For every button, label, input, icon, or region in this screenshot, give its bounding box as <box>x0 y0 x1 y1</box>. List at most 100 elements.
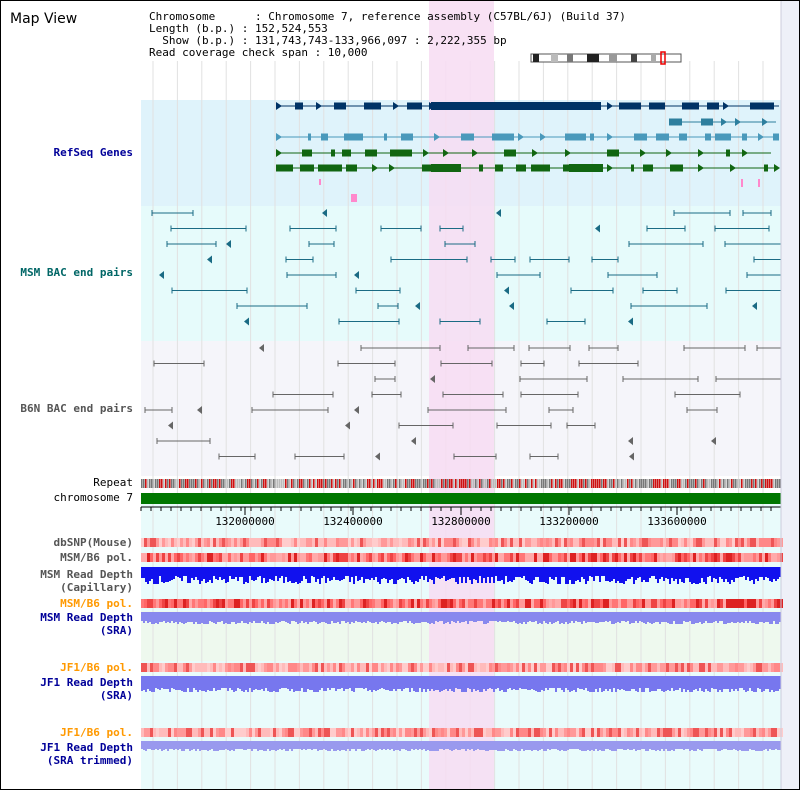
dbsnp-cell <box>336 538 339 547</box>
msm-depth-sra-bar <box>691 612 693 624</box>
msm-depth-sra-bar <box>183 612 185 624</box>
gene-exon <box>334 102 346 110</box>
repeat-block <box>637 479 639 488</box>
dbsnp-cell <box>618 538 621 547</box>
jf1-b6-pol-trimmed-cell <box>264 728 267 737</box>
msm-depth-sra-bar <box>227 612 229 624</box>
jf1-depth-trimmed-bar <box>631 741 633 750</box>
jf1-depth-trimmed-bar <box>629 741 631 750</box>
jf1-depth-sra-bar <box>765 676 767 689</box>
refseq-genes-label[interactable]: RefSeq Genes <box>53 146 133 159</box>
repeat-block <box>267 479 269 488</box>
msm-depth-capillary-bar <box>537 567 539 577</box>
jf1-b6-pol-label[interactable]: JF1/B6 pol. <box>60 661 133 674</box>
jf1-depth-trimmed-bar <box>427 741 429 750</box>
msm-depth-sra-bar <box>713 612 715 622</box>
jf1-depth-sra-bar <box>581 676 583 689</box>
show-range-info: Show (b.p.) : 131,743,743-133,966,097 : … <box>149 34 507 47</box>
msm-depth-sra-bar <box>211 612 213 622</box>
repeat-label[interactable]: Repeat <box>93 476 133 489</box>
jf1-depth-sra-bar <box>677 676 679 690</box>
jf1-b6-pol-cell <box>408 663 411 672</box>
repeat-block <box>447 479 449 488</box>
dbsnp-cell <box>198 538 201 547</box>
jf1-b6-pol-trimmed-cell <box>483 728 486 737</box>
msm-bac-label[interactable]: MSM BAC end pairs <box>20 266 133 279</box>
jf1-depth-sra-bar <box>593 676 595 692</box>
jf1-depth-trimmed-bar <box>183 741 185 751</box>
jf1-depth-sra-bar <box>623 676 625 690</box>
msm-b6-pol-label[interactable]: MSM/B6 pol. <box>60 551 133 564</box>
msm-b6-pol-sra-cell <box>258 599 261 608</box>
msm-b6-pol-sra-cell <box>378 599 381 608</box>
jf1-depth-trimmed-bar <box>551 741 553 749</box>
jf1-depth-trimmed-bar <box>493 741 495 750</box>
msm-depth-capillary-bar <box>773 567 775 579</box>
msm-depth-capillary-label[interactable]: MSM Read Depth <box>40 568 133 581</box>
jf1-b6-pol-trimmed-label[interactable]: JF1/B6 pol. <box>60 726 133 739</box>
msm-depth-sra-label[interactable]: MSM Read Depth <box>40 611 133 624</box>
jf1-b6-pol-trimmed-cell <box>255 728 258 737</box>
jf1-depth-trimmed-bar <box>643 741 645 749</box>
jf1-depth-sra-label[interactable]: JF1 Read Depth <box>40 676 133 689</box>
gene-arrow <box>774 164 780 172</box>
msm-b6-pol-sra-cell <box>477 599 480 608</box>
msm-depth-capillary-bar <box>265 567 267 583</box>
msm-depth-capillary-bar <box>299 567 301 583</box>
jf1-b6-pol-trimmed-cell <box>750 728 753 737</box>
msm-depth-capillary-bar <box>253 567 255 581</box>
msm-b6-pol-cell <box>657 553 660 562</box>
msm-b6-pol-sra-cell <box>300 599 303 608</box>
dbsnp-label[interactable]: dbSNP(Mouse) <box>53 536 133 549</box>
jf1-depth-trimmed-bar <box>687 741 689 749</box>
jf1-b6-pol-trimmed-cell <box>174 728 177 737</box>
region-info: Chromosome : Chromosome 7, reference ass… <box>149 11 626 59</box>
jf1-depth-sra-bar <box>235 676 237 691</box>
jf1-depth-sra-bar <box>157 676 159 689</box>
jf1-b6-pol-cell <box>195 663 198 672</box>
jf1-depth-trimmed-bar <box>195 741 197 751</box>
msm-depth-sra-bar <box>763 612 765 623</box>
msm-b6-pol-cell <box>507 553 510 562</box>
msm-b6-pol-cell <box>591 553 594 562</box>
repeat-block <box>141 479 143 488</box>
repeat-block <box>347 479 349 488</box>
jf1-depth-trimmed-bar <box>579 741 581 750</box>
repeat-block <box>177 479 179 488</box>
jf1-depth-trimmed-bar <box>671 741 673 750</box>
msm-b6-pol-sra-cell <box>216 599 219 608</box>
jf1-depth-sra-bar <box>635 676 637 691</box>
repeat-block <box>201 479 203 488</box>
jf1-b6-pol-cell <box>282 663 285 672</box>
msm-b6-pol-cell <box>315 553 318 562</box>
gene-mark <box>741 179 743 187</box>
jf1-b6-pol-cell <box>636 663 639 672</box>
msm-b6-pol-sra-cell <box>756 599 759 608</box>
msm-depth-capillary-bar <box>673 567 675 581</box>
msm-depth-capillary-bar <box>217 567 219 580</box>
msm-depth-capillary-bar <box>365 567 367 579</box>
msm-b6-pol-sra-label[interactable]: MSM/B6 pol. <box>60 597 133 610</box>
jf1-depth-sra-bar <box>281 676 283 688</box>
jf1-depth-sra-bar <box>771 676 773 690</box>
jf1-b6-pol-cell <box>621 663 624 672</box>
repeat-block <box>477 479 479 488</box>
msm-depth-capillary-bar <box>739 567 741 577</box>
repeat-block <box>327 479 329 488</box>
dbsnp-cell <box>351 538 354 547</box>
jf1-depth-sra-bar <box>565 676 567 688</box>
jf1-depth-sra-bar <box>315 676 317 692</box>
msm-depth-sra-bar <box>387 612 389 622</box>
jf1-depth-sra-bar <box>289 676 291 691</box>
dbsnp-cell <box>285 538 288 547</box>
msm-b6-pol-sra-cell <box>510 599 513 608</box>
repeat-block <box>169 479 171 488</box>
jf1-depth-trimmed-label[interactable]: JF1 Read Depth <box>40 741 133 754</box>
b6n-bac-label[interactable]: B6N BAC end pairs <box>20 402 133 415</box>
repeat-block <box>767 479 769 488</box>
jf1-depth-sra-bar <box>563 676 565 692</box>
msm-depth-sra-bar <box>735 612 737 623</box>
jf1-depth-sra-bar <box>663 676 665 692</box>
jf1-depth-sra-bar <box>483 676 485 689</box>
